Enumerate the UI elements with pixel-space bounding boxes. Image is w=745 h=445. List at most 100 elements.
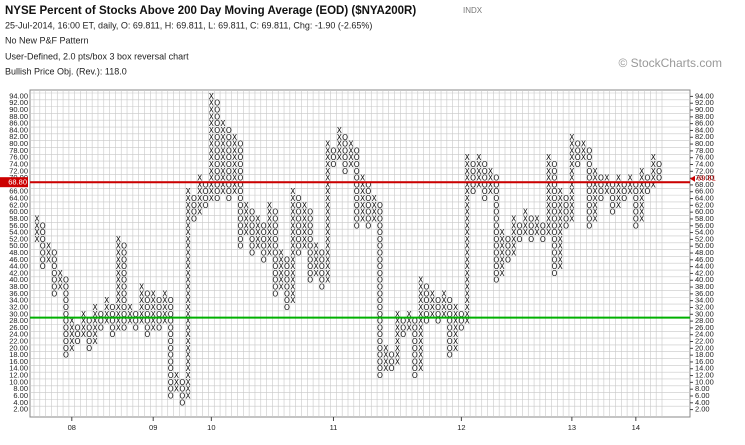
box: X (325, 194, 330, 203)
box: X (325, 174, 330, 183)
box: X (569, 160, 574, 169)
box: O (540, 221, 546, 230)
box: X (290, 228, 295, 237)
box: O (179, 391, 185, 400)
box: X (558, 208, 563, 217)
box: X (453, 317, 458, 326)
box: X (313, 262, 318, 271)
box: X (267, 242, 272, 251)
box: X (325, 153, 330, 162)
box: O (226, 133, 232, 142)
box: X (186, 255, 191, 264)
box: X (453, 344, 458, 353)
box: O (63, 323, 69, 332)
box: O (435, 310, 441, 319)
box: X (244, 221, 249, 230)
box: O (214, 167, 220, 176)
last-marker (690, 175, 695, 182)
box: O (586, 146, 592, 155)
box: X (290, 194, 295, 203)
box: O (331, 146, 337, 155)
box: O (377, 351, 383, 360)
box: X (360, 208, 365, 217)
box: O (307, 269, 313, 278)
box: O (365, 221, 371, 230)
box: O (575, 146, 581, 155)
box: O (563, 194, 569, 203)
box: O (63, 289, 69, 298)
level-label-bg (0, 177, 28, 188)
x-column: XXX (581, 140, 586, 163)
box: O (168, 296, 174, 305)
box: O (517, 235, 523, 244)
box: O (458, 317, 464, 326)
box: O (354, 201, 360, 210)
box: X (476, 180, 481, 189)
box: X (465, 214, 470, 223)
box: O (237, 228, 243, 237)
box: O (458, 323, 464, 332)
box: O (296, 235, 302, 244)
box: O (412, 364, 418, 373)
box: O (191, 208, 197, 217)
box: X (500, 269, 505, 278)
box: X (395, 337, 400, 346)
box: O (493, 269, 499, 278)
box: O (621, 194, 627, 203)
box: O (354, 214, 360, 223)
box: X (244, 208, 249, 217)
box: O (75, 337, 81, 346)
box: X (395, 351, 400, 360)
box: O (121, 262, 127, 271)
box: O (412, 357, 418, 366)
box: X (465, 269, 470, 278)
y-tick-label: 4.00 (13, 398, 28, 407)
box: X (604, 174, 609, 183)
box: X (465, 160, 470, 169)
box: X (220, 126, 225, 135)
y-tick-label: 12.00 (695, 371, 714, 380)
box: O (447, 330, 453, 339)
box: X (69, 330, 74, 339)
box: X (325, 187, 330, 196)
box: O (377, 214, 383, 223)
box: X (186, 208, 191, 217)
box: X (127, 310, 132, 319)
box: O (203, 201, 209, 210)
box: O (191, 214, 197, 223)
box: O (493, 242, 499, 251)
box: O (365, 201, 371, 210)
box: X (348, 140, 353, 149)
box: O (237, 180, 243, 189)
box: X (232, 146, 237, 155)
y-tick-label: 14.00 (695, 364, 714, 373)
box: O (505, 249, 511, 258)
box: O (214, 194, 220, 203)
box: O (505, 242, 511, 251)
box: X (465, 201, 470, 210)
box: O (51, 289, 57, 298)
box: X (290, 276, 295, 285)
box: X (465, 228, 470, 237)
box: X (104, 303, 109, 312)
box: O (237, 140, 243, 149)
box: O (424, 283, 430, 292)
box: O (633, 208, 639, 217)
y-tick-label: 92.00 (695, 98, 714, 107)
box: X (546, 180, 551, 189)
box: X (58, 269, 63, 278)
box: X (476, 160, 481, 169)
y-tick-label: 30.00 (9, 309, 28, 318)
box: X (465, 208, 470, 217)
box: X (151, 303, 156, 312)
box: O (110, 317, 116, 326)
box: X (81, 310, 86, 319)
box: O (482, 187, 488, 196)
box: X (348, 146, 353, 155)
